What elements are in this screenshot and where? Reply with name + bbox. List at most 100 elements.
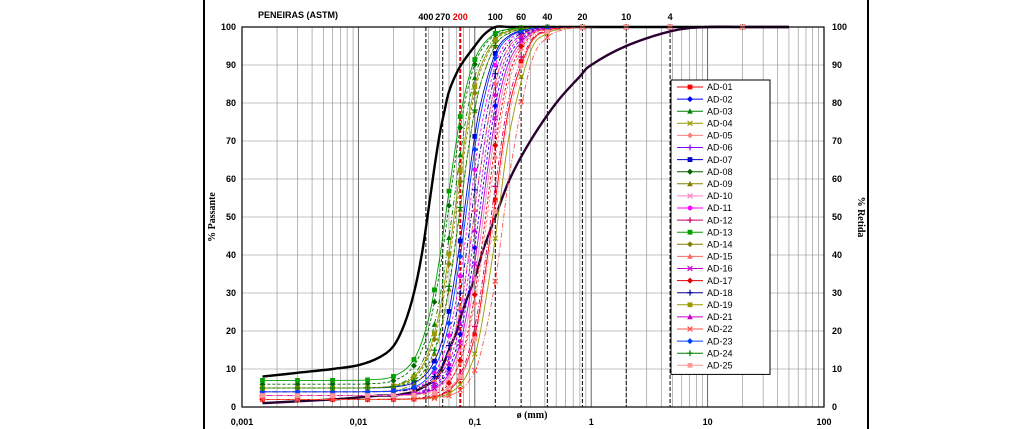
data-point: [432, 370, 437, 376]
data-point: [432, 358, 437, 364]
data-point: [472, 84, 478, 90]
data-point: [446, 251, 452, 257]
legend-entry: AD-03: [677, 106, 733, 116]
legend-label: AD-07: [707, 155, 733, 165]
data-point: [492, 115, 499, 121]
data-point: [492, 183, 499, 190]
sieve-label: 100: [488, 12, 503, 22]
data-point: [457, 304, 464, 311]
data-point: [446, 188, 452, 194]
data-point: [391, 374, 396, 379]
data-point: [391, 393, 396, 398]
legend-entry: AD-21: [677, 312, 733, 322]
data-point: [687, 350, 693, 357]
data-point: [687, 241, 693, 248]
data-point: [687, 157, 693, 162]
series-line: [262, 26, 789, 397]
legend-label: AD-09: [707, 179, 733, 189]
y-tick-left: 90: [226, 60, 236, 70]
data-point: [431, 373, 438, 380]
legend-entry: AD-15: [677, 252, 733, 262]
data-point: [329, 385, 336, 391]
data-point: [390, 387, 397, 394]
data-point: [446, 350, 452, 356]
data-point: [472, 167, 478, 173]
legend-entry: AD-10: [677, 191, 733, 201]
data-point: [492, 142, 499, 149]
legend-entry: AD-06: [677, 143, 733, 153]
data-point: [472, 206, 478, 212]
data-point: [687, 217, 693, 223]
legend-entry: AD-24: [677, 348, 733, 358]
data-point: [471, 291, 478, 298]
y-tick-left: 80: [226, 98, 236, 108]
x-tick-label: 0,001: [231, 417, 254, 427]
data-point: [445, 320, 452, 327]
data-point: [432, 287, 437, 293]
legend-label: AD-16: [707, 264, 733, 274]
data-point: [471, 186, 478, 193]
data-point: [687, 205, 693, 211]
y-tick-right: 70: [832, 136, 842, 146]
y-tick-right: 90: [832, 60, 842, 70]
data-point: [544, 29, 550, 35]
data-point: [687, 168, 693, 175]
data-point: [365, 377, 371, 383]
data-point: [410, 384, 417, 391]
legend-label: AD-15: [707, 252, 733, 262]
legend-label: AD-02: [707, 94, 733, 104]
data-point: [518, 58, 524, 64]
y-tick-right: 40: [832, 250, 842, 260]
data-point: [687, 132, 693, 139]
data-point: [390, 377, 397, 384]
data-point: [457, 151, 464, 158]
legend-entry: AD-19: [677, 300, 733, 310]
legend-entry: AD-23: [677, 336, 733, 346]
sieve-label: 400: [418, 12, 433, 22]
series-line: [262, 26, 789, 389]
legend-label: AD-01: [707, 82, 733, 92]
data-point: [687, 144, 693, 151]
legend-label: AD-13: [707, 227, 733, 237]
data-point: [687, 302, 693, 308]
data-point: [492, 51, 498, 56]
data-point: [492, 208, 498, 214]
data-point: [295, 377, 300, 383]
y-tick-right: 80: [832, 98, 842, 108]
sieves-header: PENEIRAS (ASTM): [258, 10, 338, 20]
sieve-label: 4: [668, 12, 673, 22]
data-point: [390, 383, 397, 390]
data-point: [411, 396, 417, 403]
legend-entry: AD-13: [677, 227, 733, 237]
data-point: [457, 204, 464, 211]
chart-frame: [203, 0, 869, 429]
data-point: [411, 357, 417, 362]
data-point: [687, 229, 693, 235]
data-point: [492, 42, 499, 49]
data-point: [518, 43, 525, 50]
legend-entry: AD-01: [677, 82, 733, 92]
data-point: [687, 313, 693, 320]
data-point: [457, 114, 463, 120]
legend-entry: AD-25: [677, 361, 733, 371]
data-point: [687, 265, 693, 272]
legend-label: AD-25: [707, 361, 733, 371]
data-point: [260, 377, 265, 383]
legend-label: AD-24: [707, 348, 733, 358]
data-point: [492, 235, 499, 242]
legend-entry: AD-14: [677, 240, 733, 250]
legend-label: AD-14: [707, 240, 733, 250]
legend-entry: AD-04: [677, 119, 733, 129]
y-tick-right: 0: [832, 402, 837, 412]
data-point: [411, 392, 417, 398]
data-point: [446, 370, 452, 376]
data-point: [472, 336, 478, 342]
legend-label: AD-17: [707, 276, 733, 286]
data-point: [259, 385, 266, 391]
data-point: [457, 168, 463, 174]
data-point: [431, 299, 438, 306]
data-point: [518, 33, 524, 39]
legend-entry: AD-09: [677, 179, 733, 189]
data-point: [446, 333, 452, 338]
